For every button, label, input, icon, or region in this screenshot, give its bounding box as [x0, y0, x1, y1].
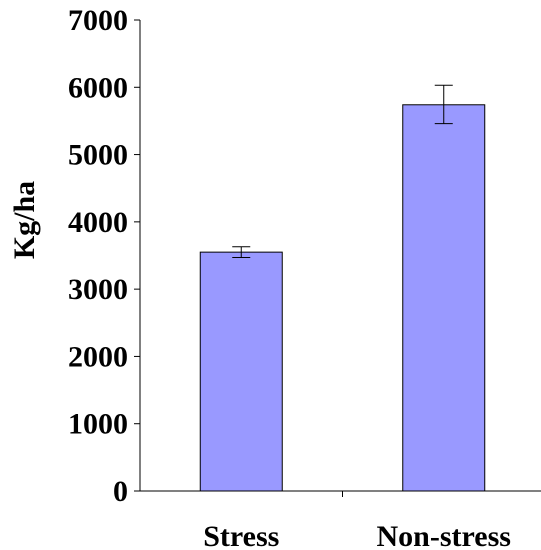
y-tick-label: 5000: [68, 139, 128, 172]
y-tick-label: 7000: [68, 4, 128, 37]
y-tick-label: 0: [113, 475, 128, 508]
y-tick-label: 2000: [68, 340, 128, 373]
x-category-label: Non-stress: [377, 520, 511, 550]
bar: [402, 104, 486, 492]
y-tick-label: 4000: [68, 206, 128, 239]
y-tick-label: 3000: [68, 273, 128, 306]
y-axis-title: Kg/ha: [8, 181, 41, 259]
y-tick-label: 1000: [68, 408, 128, 441]
y-tick-label: 6000: [68, 71, 128, 104]
bar: [199, 251, 283, 492]
plot-area: 0 1000 2000 3000 4000 5000 6000 7000 Stress Non-s…: [68, 4, 541, 550]
x-category-label: Stress: [203, 520, 279, 550]
